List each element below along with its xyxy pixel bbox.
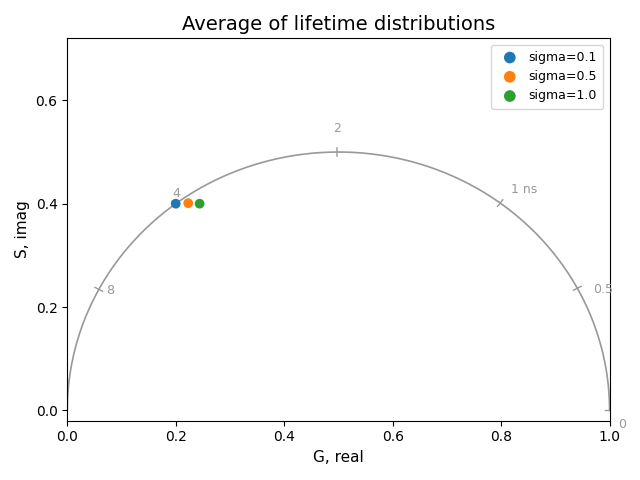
Y-axis label: S, imag: S, imag: [15, 201, 30, 258]
sigma=0.5: [183, 199, 193, 207]
Text: 2: 2: [333, 122, 341, 135]
Text: 0: 0: [618, 418, 626, 431]
Text: 1 ns: 1 ns: [511, 183, 537, 196]
X-axis label: G, real: G, real: [313, 450, 364, 465]
sigma=0.1: [171, 200, 181, 207]
Text: 8: 8: [106, 284, 114, 297]
Text: 0.5: 0.5: [593, 283, 612, 296]
Title: Average of lifetime distributions: Average of lifetime distributions: [182, 15, 495, 34]
sigma=1.0: [195, 200, 205, 207]
Text: 4: 4: [172, 187, 180, 200]
Legend: sigma=0.1, sigma=0.5, sigma=1.0: sigma=0.1, sigma=0.5, sigma=1.0: [491, 45, 604, 108]
